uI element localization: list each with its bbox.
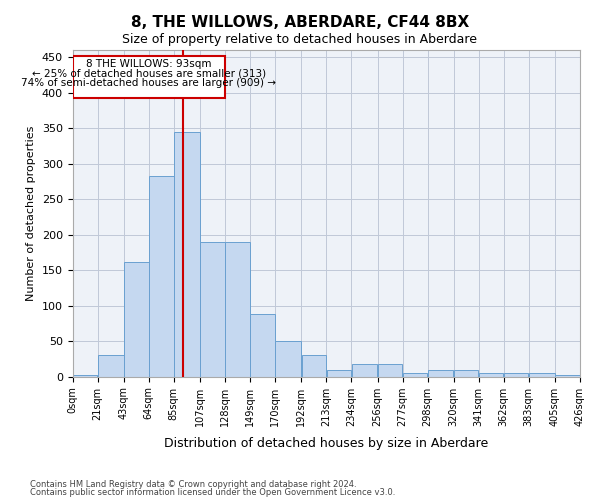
- Text: 74% of semi-detached houses are larger (909) →: 74% of semi-detached houses are larger (…: [22, 78, 277, 88]
- Bar: [200, 242, 225, 376]
- Text: ← 25% of detached houses are smaller (313): ← 25% of detached houses are smaller (31…: [32, 68, 266, 78]
- Bar: [529, 373, 554, 376]
- Bar: [302, 356, 326, 376]
- Bar: [174, 132, 200, 376]
- FancyBboxPatch shape: [73, 56, 225, 98]
- Text: Size of property relative to detached houses in Aberdare: Size of property relative to detached ho…: [122, 32, 478, 46]
- Bar: [378, 364, 402, 376]
- Text: Contains HM Land Registry data © Crown copyright and database right 2024.: Contains HM Land Registry data © Crown c…: [30, 480, 356, 489]
- Bar: [149, 176, 173, 376]
- Bar: [428, 370, 454, 376]
- Bar: [226, 242, 250, 376]
- Bar: [250, 314, 275, 376]
- Bar: [403, 373, 427, 376]
- Bar: [73, 375, 97, 376]
- Y-axis label: Number of detached properties: Number of detached properties: [26, 126, 36, 301]
- Text: 8 THE WILLOWS: 93sqm: 8 THE WILLOWS: 93sqm: [86, 58, 212, 68]
- Bar: [124, 262, 149, 376]
- Bar: [352, 364, 377, 376]
- Bar: [98, 356, 124, 376]
- Bar: [555, 374, 580, 376]
- X-axis label: Distribution of detached houses by size in Aberdare: Distribution of detached houses by size …: [164, 437, 488, 450]
- Bar: [454, 370, 478, 376]
- Bar: [479, 373, 503, 376]
- Bar: [275, 341, 301, 376]
- Text: 8, THE WILLOWS, ABERDARE, CF44 8BX: 8, THE WILLOWS, ABERDARE, CF44 8BX: [131, 15, 469, 30]
- Bar: [326, 370, 351, 376]
- Bar: [504, 373, 529, 376]
- Text: Contains public sector information licensed under the Open Government Licence v3: Contains public sector information licen…: [30, 488, 395, 497]
